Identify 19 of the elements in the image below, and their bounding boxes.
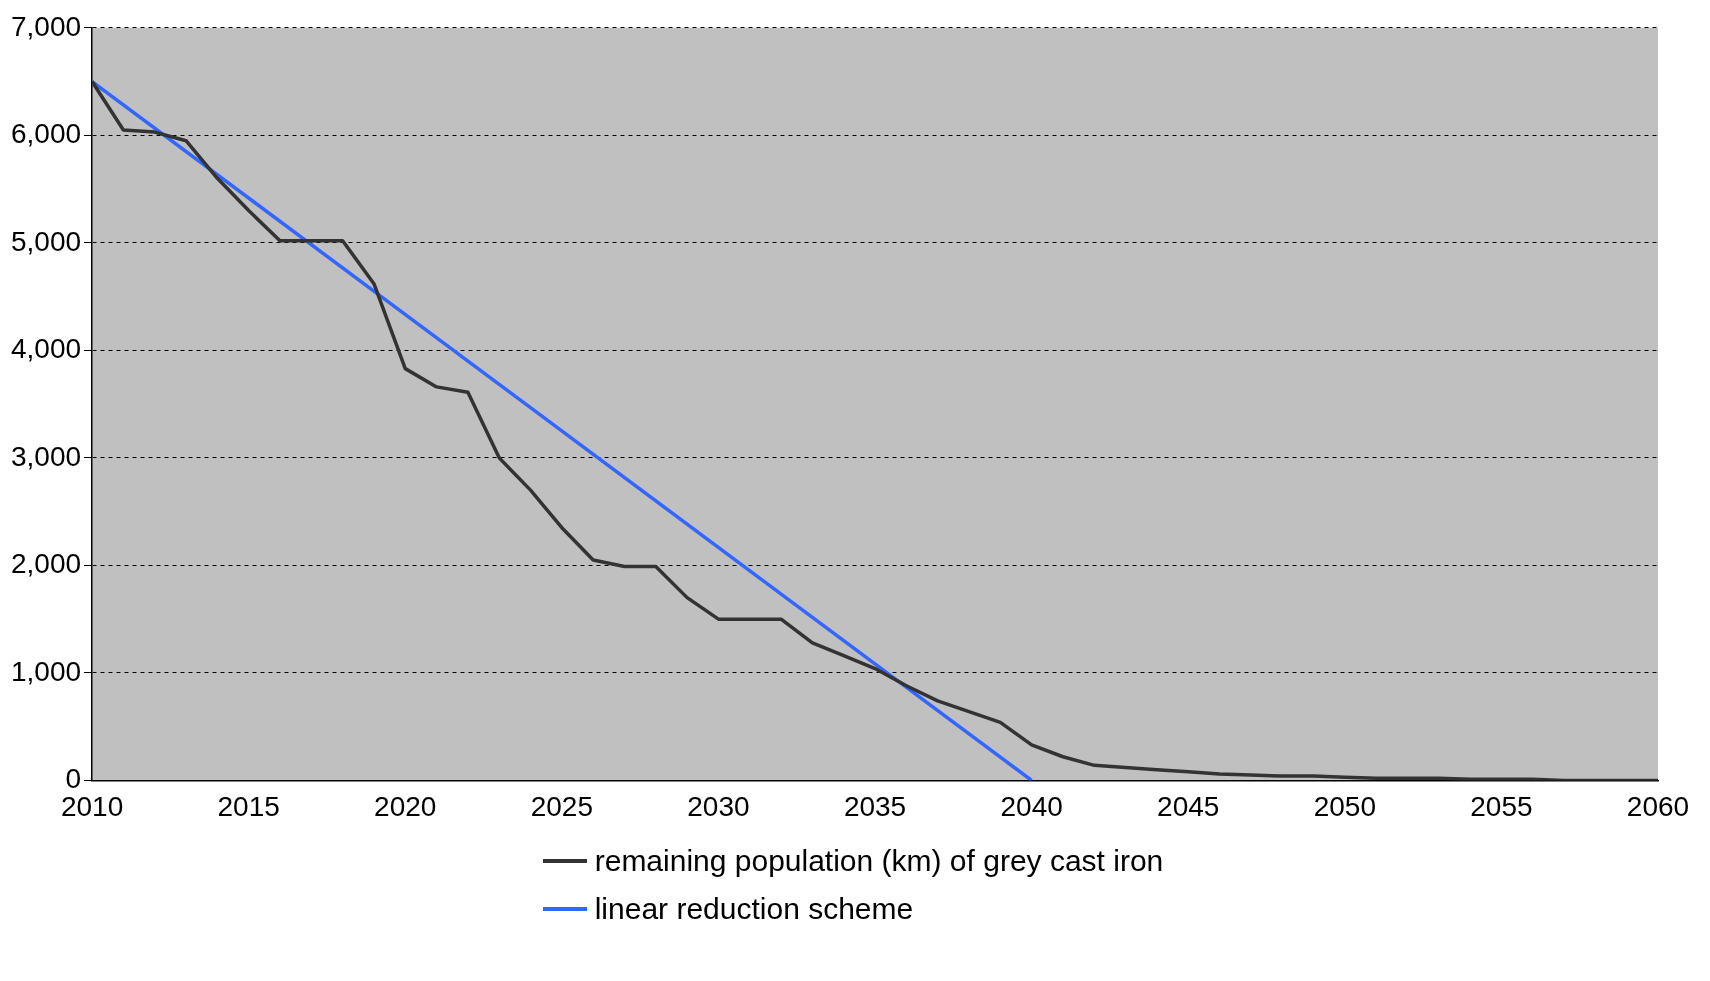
x-tick-label: 2030 — [687, 790, 750, 822]
x-tick-label: 2045 — [1157, 790, 1220, 822]
y-tick-label: 4,000 — [10, 333, 82, 365]
y-tick-label: 5,000 — [10, 225, 82, 257]
x-tick-label: 2055 — [1470, 790, 1533, 822]
x-tick-label: 2035 — [843, 790, 907, 822]
legend-label: linear reduction scheme — [594, 892, 914, 926]
y-tick-label: 2,000 — [10, 548, 82, 580]
x-tick-label: 2020 — [374, 790, 437, 822]
x-tick-label: 2025 — [530, 790, 593, 822]
x-tick-label: 2040 — [1000, 790, 1063, 822]
legend-label: remaining population (km) of grey cast iron — [594, 844, 1164, 878]
x-tick-label: 2050 — [1313, 790, 1376, 822]
x-tick-label: 2060 — [1626, 790, 1690, 822]
y-tick-label: 1,000 — [10, 655, 82, 687]
y-tick-label: 6,000 — [10, 118, 82, 150]
y-tick-label: 3,000 — [10, 440, 82, 472]
x-tick-label: 2015 — [217, 790, 280, 822]
y-tick-label: 7,000 — [10, 10, 82, 42]
